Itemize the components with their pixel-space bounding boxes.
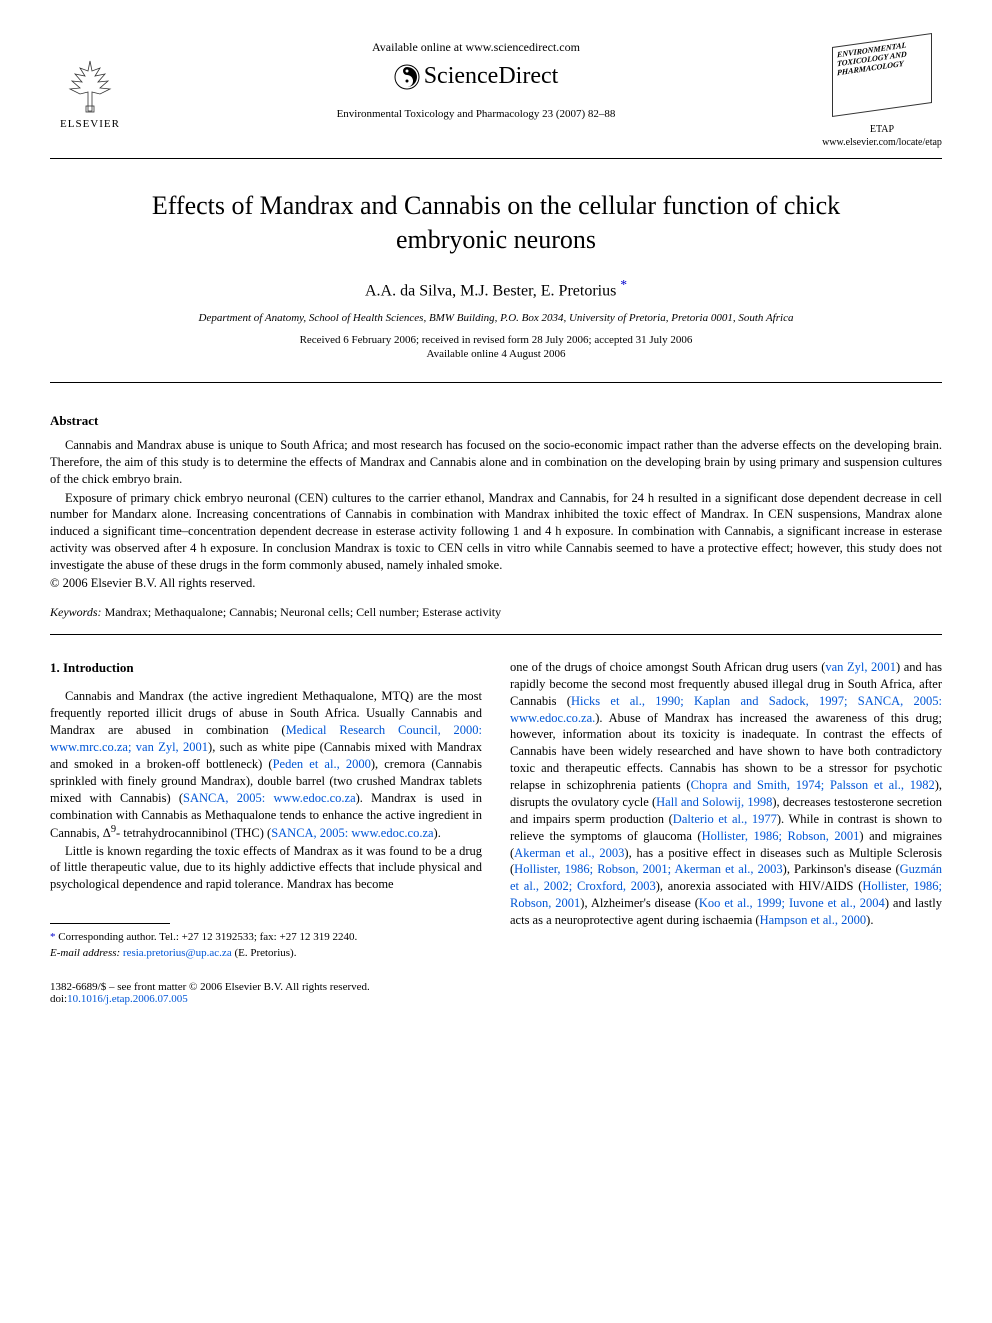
abstract-p1: Cannabis and Mandrax abuse is unique to …: [50, 437, 942, 488]
abstract-heading: Abstract: [50, 413, 942, 429]
journal-cover-box: ENVIRONMENTAL TOXICOLOGY AND PHARMACOLOG…: [832, 33, 932, 117]
intro-heading: 1. Introduction: [50, 659, 482, 677]
journal-abbr: ETAP: [822, 124, 942, 135]
abstract-p2: Exposure of primary chick embryo neurona…: [50, 490, 942, 574]
ref-link[interactable]: Hollister, 1986; Robson, 2001: [702, 829, 860, 843]
t: ).: [434, 827, 441, 841]
affiliation: Department of Anatomy, School of Health …: [50, 312, 942, 324]
footnote-block: * Corresponding author. Tel.: +27 12 319…: [50, 930, 482, 961]
journal-citation: Environmental Toxicology and Pharmacolog…: [150, 108, 802, 120]
footnote-marker: *: [50, 931, 56, 943]
article-title: Effects of Mandrax and Cannabis on the c…: [110, 189, 882, 257]
sciencedirect-logo: ScienceDirect: [150, 63, 802, 90]
t: ), Parkinson's disease (: [783, 862, 900, 876]
sd-swirl-icon: [394, 64, 420, 90]
abstract-copyright: © 2006 Elsevier B.V. All rights reserved…: [50, 576, 942, 591]
footnote-email-label: E-mail address:: [50, 947, 120, 959]
ref-link[interactable]: Hollister, 1986; Robson, 2001; Akerman e…: [514, 862, 782, 876]
footnote-email-name: (E. Pretorius).: [234, 947, 296, 959]
ref-link[interactable]: Dalterio et al., 1977: [673, 812, 777, 826]
keywords-text: Mandrax; Methaqualone; Cannabis; Neurona…: [105, 605, 502, 619]
center-header: Available online at www.sciencedirect.co…: [130, 40, 822, 120]
authors-names: A.A. da Silva, M.J. Bester, E. Pretorius: [365, 282, 616, 299]
dates-online: Available online 4 August 2006: [50, 348, 942, 360]
ref-link[interactable]: Chopra and Smith, 1974; Palsson et al., …: [691, 778, 935, 792]
intro-col1-p1: Cannabis and Mandrax (the active ingredi…: [50, 688, 482, 842]
corresponding-marker: *: [620, 277, 627, 292]
ref-link[interactable]: SANCA, 2005: www.edoc.co.za: [271, 827, 433, 841]
journal-cover-block: ENVIRONMENTAL TOXICOLOGY AND PHARMACOLOG…: [822, 40, 942, 148]
t: ), Alzheimer's disease (: [580, 896, 699, 910]
rule-2: [50, 634, 942, 635]
authors-line: A.A. da Silva, M.J. Bester, E. Pretorius…: [50, 277, 942, 300]
rule-1: [50, 382, 942, 383]
intro-col1-p2: Little is known regarding the toxic effe…: [50, 843, 482, 894]
ref-link[interactable]: Hall and Solowij, 1998: [656, 795, 772, 809]
journal-url: www.elsevier.com/locate/etap: [822, 137, 942, 148]
available-online-text: Available online at www.sciencedirect.co…: [150, 40, 802, 55]
t: one of the drugs of choice amongst South…: [510, 660, 825, 674]
ref-link[interactable]: Koo et al., 1999; Iuvone et al., 2004: [699, 896, 885, 910]
abstract-section: Abstract Cannabis and Mandrax abuse is u…: [50, 413, 942, 591]
dates-received: Received 6 February 2006; received in re…: [50, 334, 942, 346]
footer-block: 1382-6689/$ – see front matter © 2006 El…: [50, 981, 942, 1005]
ref-link[interactable]: van Zyl, 2001: [825, 660, 896, 674]
column-left: 1. Introduction Cannabis and Mandrax (th…: [50, 659, 482, 961]
column-right: one of the drugs of choice amongst South…: [510, 659, 942, 961]
t: ).: [866, 913, 873, 927]
publisher-logo: ELSEVIER: [50, 40, 130, 130]
ref-link[interactable]: Peden et al., 2000: [273, 757, 371, 771]
keywords-label: Keywords:: [50, 605, 102, 619]
header-row: ELSEVIER Available online at www.science…: [50, 40, 942, 148]
doi-label: doi:: [50, 993, 67, 1005]
footnote-corr-text: Corresponding author. Tel.: +27 12 31925…: [58, 931, 357, 943]
header-rule: [50, 158, 942, 159]
brand-name: ScienceDirect: [424, 63, 559, 90]
elsevier-tree-icon: [60, 56, 120, 116]
front-matter-text: 1382-6689/$ – see front matter © 2006 El…: [50, 981, 370, 993]
footnote-separator: [50, 923, 170, 924]
t: - tetrahydrocannibinol (THC) (: [116, 827, 271, 841]
ref-link[interactable]: Hampson et al., 2000: [760, 913, 867, 927]
ref-link[interactable]: SANCA, 2005: www.edoc.co.za: [183, 791, 356, 805]
footnote-email-link[interactable]: resia.pretorius@up.ac.za: [123, 947, 232, 959]
body-columns: 1. Introduction Cannabis and Mandrax (th…: [50, 659, 942, 961]
keywords-line: Keywords: Mandrax; Methaqualone; Cannabi…: [50, 605, 942, 620]
doi-link[interactable]: 10.1016/j.etap.2006.07.005: [67, 993, 188, 1005]
ref-link[interactable]: Akerman et al., 2003: [514, 846, 624, 860]
intro-col2-p1: one of the drugs of choice amongst South…: [510, 659, 942, 929]
publisher-name: ELSEVIER: [60, 118, 120, 130]
t: ), anorexia associated with HIV/AIDS (: [656, 879, 863, 893]
